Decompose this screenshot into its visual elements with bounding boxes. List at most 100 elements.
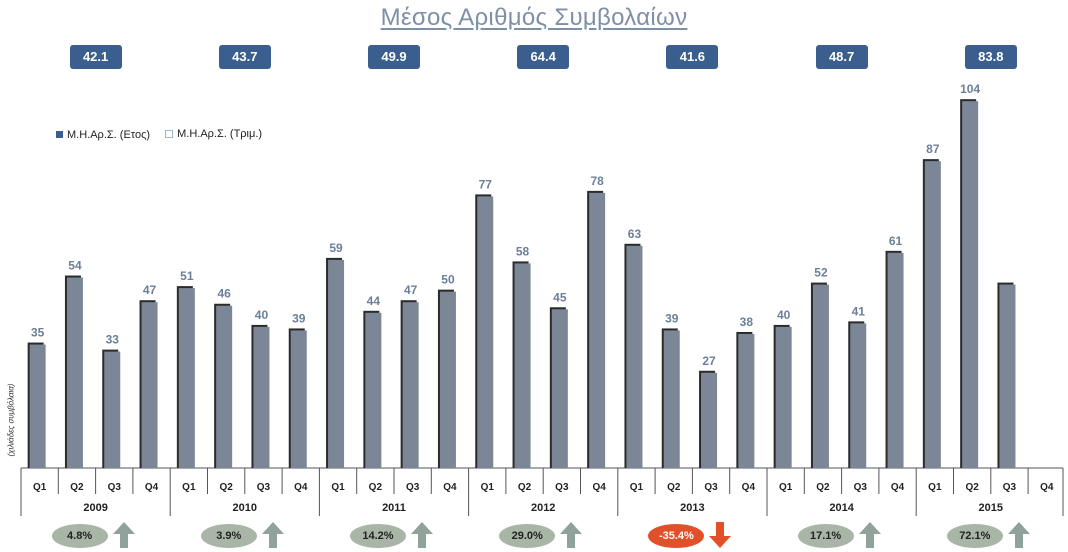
year-change-badge: 72.1% bbox=[946, 524, 1003, 548]
bar-value-label: 40 bbox=[255, 308, 269, 322]
bar-value-label: 104 bbox=[960, 82, 980, 96]
quarter-tick-label: Q1 bbox=[779, 482, 793, 493]
bar bbox=[589, 192, 606, 468]
bar-value-label: 63 bbox=[628, 227, 642, 241]
bar bbox=[999, 284, 1016, 468]
year-tick-label: 2013 bbox=[680, 502, 704, 514]
quarter-tick-label: Q4 bbox=[1040, 482, 1054, 493]
quarter-tick-label: Q1 bbox=[481, 482, 495, 493]
quarter-tick-label: Q3 bbox=[257, 482, 271, 493]
year-change-badge: -35.4% bbox=[648, 524, 705, 548]
arrow-up-icon bbox=[560, 522, 583, 548]
year-average-box: 64.4 bbox=[517, 45, 570, 69]
arrow-up-icon bbox=[261, 522, 284, 548]
bar-value-label: 45 bbox=[553, 290, 567, 304]
bar bbox=[216, 305, 233, 468]
year-change-badge: 4.8% bbox=[51, 524, 108, 548]
bar bbox=[253, 326, 270, 468]
bar bbox=[29, 344, 46, 468]
quarter-tick-label: Q1 bbox=[331, 482, 345, 493]
year-tick-label: 2015 bbox=[979, 502, 1003, 514]
bar bbox=[701, 372, 718, 468]
quarter-tick-label: Q1 bbox=[630, 482, 644, 493]
bar-value-label: 44 bbox=[367, 294, 381, 308]
bar bbox=[365, 312, 382, 468]
quarter-tick-label: Q3 bbox=[854, 482, 868, 493]
year-average-box: 41.6 bbox=[666, 45, 719, 69]
legend-entry-quarter: Μ.Η.Αρ.Σ. (Τριμ.) bbox=[165, 128, 262, 140]
legend: Μ.Η.Αρ.Σ. (Ετος) Μ.Η.Αρ.Σ. (Τριμ.) bbox=[56, 128, 274, 141]
quarter-tick-label: Q1 bbox=[928, 482, 942, 493]
bar bbox=[290, 330, 307, 468]
arrow-up-icon bbox=[858, 522, 881, 548]
bar-value-label: 39 bbox=[292, 311, 306, 325]
quarter-tick-label: Q1 bbox=[182, 482, 196, 493]
quarter-tick-label: Q3 bbox=[406, 482, 420, 493]
quarter-tick-label: Q2 bbox=[369, 482, 383, 493]
quarter-tick-label: Q2 bbox=[816, 482, 830, 493]
arrow-up-icon bbox=[411, 522, 433, 548]
bar bbox=[141, 302, 158, 468]
bar-value-label: 52 bbox=[814, 266, 828, 280]
quarter-tick-label: Q4 bbox=[742, 482, 756, 493]
year-average-box: 83.8 bbox=[964, 45, 1017, 69]
quarter-tick-label: Q2 bbox=[518, 482, 532, 493]
bar-value-label: 35 bbox=[31, 326, 45, 340]
quarter-tick-label: Q4 bbox=[294, 482, 308, 493]
bar-value-label: 39 bbox=[665, 311, 679, 325]
bar bbox=[850, 323, 867, 468]
bar-value-label: 40 bbox=[777, 308, 791, 322]
year-average-box: 48.7 bbox=[815, 45, 868, 69]
bar-value-label: 33 bbox=[106, 333, 120, 347]
quarter-tick-label: Q2 bbox=[70, 482, 84, 493]
bar-value-label: 27 bbox=[702, 354, 716, 368]
bar bbox=[402, 302, 419, 468]
year-tick-label: 2014 bbox=[829, 502, 854, 514]
bar-value-label: 78 bbox=[590, 174, 604, 188]
quarter-tick-label: Q4 bbox=[592, 482, 606, 493]
bar-value-label: 41 bbox=[852, 304, 866, 318]
bar bbox=[663, 330, 680, 468]
chart-title: Μέσος Αριθμός Συμβολαίων bbox=[380, 4, 688, 31]
bar bbox=[962, 101, 979, 468]
year-average-box: 49.9 bbox=[368, 45, 420, 69]
bar-value-label: 46 bbox=[217, 287, 231, 301]
bar bbox=[738, 333, 755, 468]
bar-value-label: 77 bbox=[479, 177, 493, 191]
bar bbox=[626, 245, 643, 468]
bar bbox=[812, 284, 829, 468]
arrow-up-icon bbox=[112, 522, 135, 548]
quarter-tick-label: Q2 bbox=[219, 482, 233, 493]
bar bbox=[178, 288, 195, 468]
legend-entry-year: Μ.Η.Αρ.Σ. (Ετος) bbox=[56, 129, 150, 141]
bar bbox=[924, 161, 941, 469]
year-average-box: 42.1 bbox=[69, 45, 122, 69]
year-tick-label: 2011 bbox=[382, 502, 406, 514]
arrow-up-icon bbox=[1007, 522, 1030, 548]
bar-value-label: 54 bbox=[68, 259, 82, 273]
year-average-box: 43.7 bbox=[218, 45, 271, 69]
quarter-tick-label: Q1 bbox=[33, 482, 47, 493]
arrow-down-icon bbox=[709, 522, 732, 548]
quarter-tick-label: Q2 bbox=[667, 482, 681, 493]
bar-value-label: 47 bbox=[404, 283, 418, 297]
quarter-tick-label: Q3 bbox=[555, 482, 569, 493]
bar-value-label: 51 bbox=[180, 269, 194, 283]
quarter-tick-label: Q4 bbox=[891, 482, 905, 493]
bar-value-label: 38 bbox=[740, 315, 754, 329]
year-tick-label: 2009 bbox=[83, 502, 107, 514]
bar bbox=[775, 326, 792, 468]
legend-swatch-year bbox=[56, 131, 63, 138]
year-change-badge: 29.0% bbox=[499, 524, 556, 548]
bar bbox=[514, 263, 531, 468]
year-change-badge: 3.9% bbox=[200, 524, 257, 548]
quarter-tick-label: Q4 bbox=[443, 482, 457, 493]
bar bbox=[66, 277, 83, 468]
quarter-tick-label: Q2 bbox=[965, 482, 979, 493]
bar bbox=[477, 196, 494, 468]
quarter-tick-label: Q4 bbox=[145, 482, 159, 493]
quarter-tick-label: Q3 bbox=[704, 482, 718, 493]
bar-value-label: 58 bbox=[516, 244, 530, 258]
year-tick-label: 2010 bbox=[233, 502, 257, 514]
